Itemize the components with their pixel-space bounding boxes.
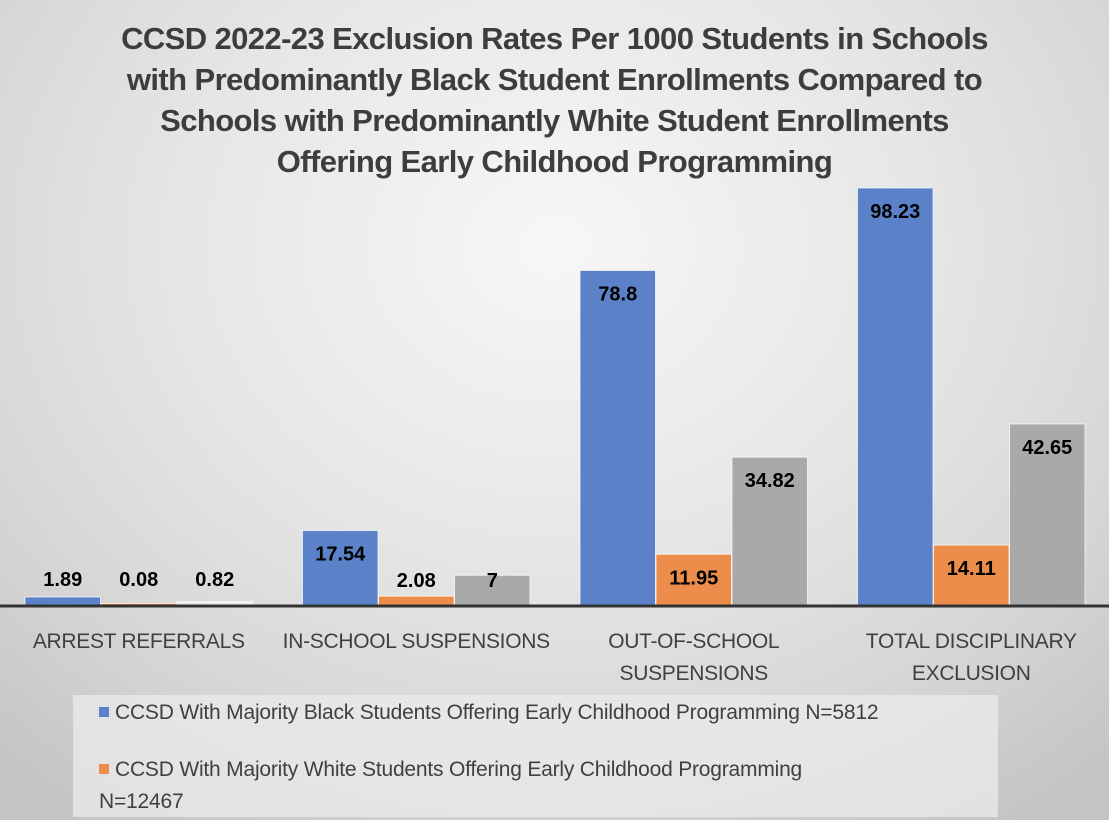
chart-title-line-2: with Predominantly Black Student Enrollm… (126, 62, 983, 97)
data-label: 11.95 (669, 567, 718, 589)
legend: CCSD With Majority Black Students Offeri… (73, 695, 998, 817)
data-label: 34.82 (745, 470, 795, 492)
bar-series3-2 (454, 574, 531, 606)
legend-label-white: CCSD With Majority White Students Offeri… (115, 758, 803, 781)
data-label: 0.08 (119, 569, 158, 591)
data-label: 14.11 (947, 558, 996, 580)
data-label: 78.8 (598, 283, 637, 305)
data-label: 7 (487, 570, 498, 592)
bar-series3-3 (731, 456, 808, 606)
category-label: SUSPENSIONS (620, 662, 769, 685)
legend-item-black: CCSD With Majority Black Students Offeri… (99, 697, 878, 729)
category-label: EXCLUSION (912, 662, 1031, 685)
data-label: 2.08 (397, 570, 436, 592)
chart-title-line-1: CCSD 2022-23 Exclusion Rates Per 1000 St… (121, 21, 988, 56)
legend-swatch-orange (99, 764, 109, 774)
data-label: 0.82 (195, 569, 234, 591)
category-label: OUT-OF-SCHOOL (608, 630, 779, 653)
bar-black-1 (24, 596, 101, 606)
legend-item-white: CCSD With Majority White Students Offeri… (99, 754, 802, 818)
bar-black-3 (579, 269, 656, 606)
bar-series3-4 (1009, 423, 1086, 606)
bar-chart: 1.89 0.08 0.82 ARREST REFERRALS 17.54 2.08 7 IN… (0, 187, 1109, 685)
bar-series3-1 (176, 601, 253, 606)
chart-title-line-3: Schools with Predominantly White Student… (160, 103, 949, 138)
category-label: IN-SCHOOL SUSPENSIONS (283, 630, 550, 653)
legend-label-black: CCSD With Majority Black Students Offeri… (115, 701, 879, 724)
chart-title: CCSD 2022-23 Exclusion Rates Per 1000 St… (0, 18, 1109, 182)
data-label: 1.89 (43, 569, 82, 591)
legend-label-white-n: N=12467 (99, 790, 184, 813)
category-label: ARREST REFERRALS (33, 630, 245, 653)
legend-swatch-blue (99, 707, 109, 717)
bar-white-4 (933, 544, 1010, 606)
data-label: 42.65 (1022, 437, 1072, 459)
data-label: 17.54 (315, 544, 366, 566)
bar-white-2 (378, 595, 455, 606)
bar-black-2 (302, 530, 379, 606)
chart-title-line-4: Offering Early Childhood Programming (276, 144, 833, 179)
category-label: TOTAL DISCIPLINARY (866, 630, 1077, 653)
bar-black-4 (857, 187, 934, 606)
data-label: 98.23 (870, 201, 920, 223)
